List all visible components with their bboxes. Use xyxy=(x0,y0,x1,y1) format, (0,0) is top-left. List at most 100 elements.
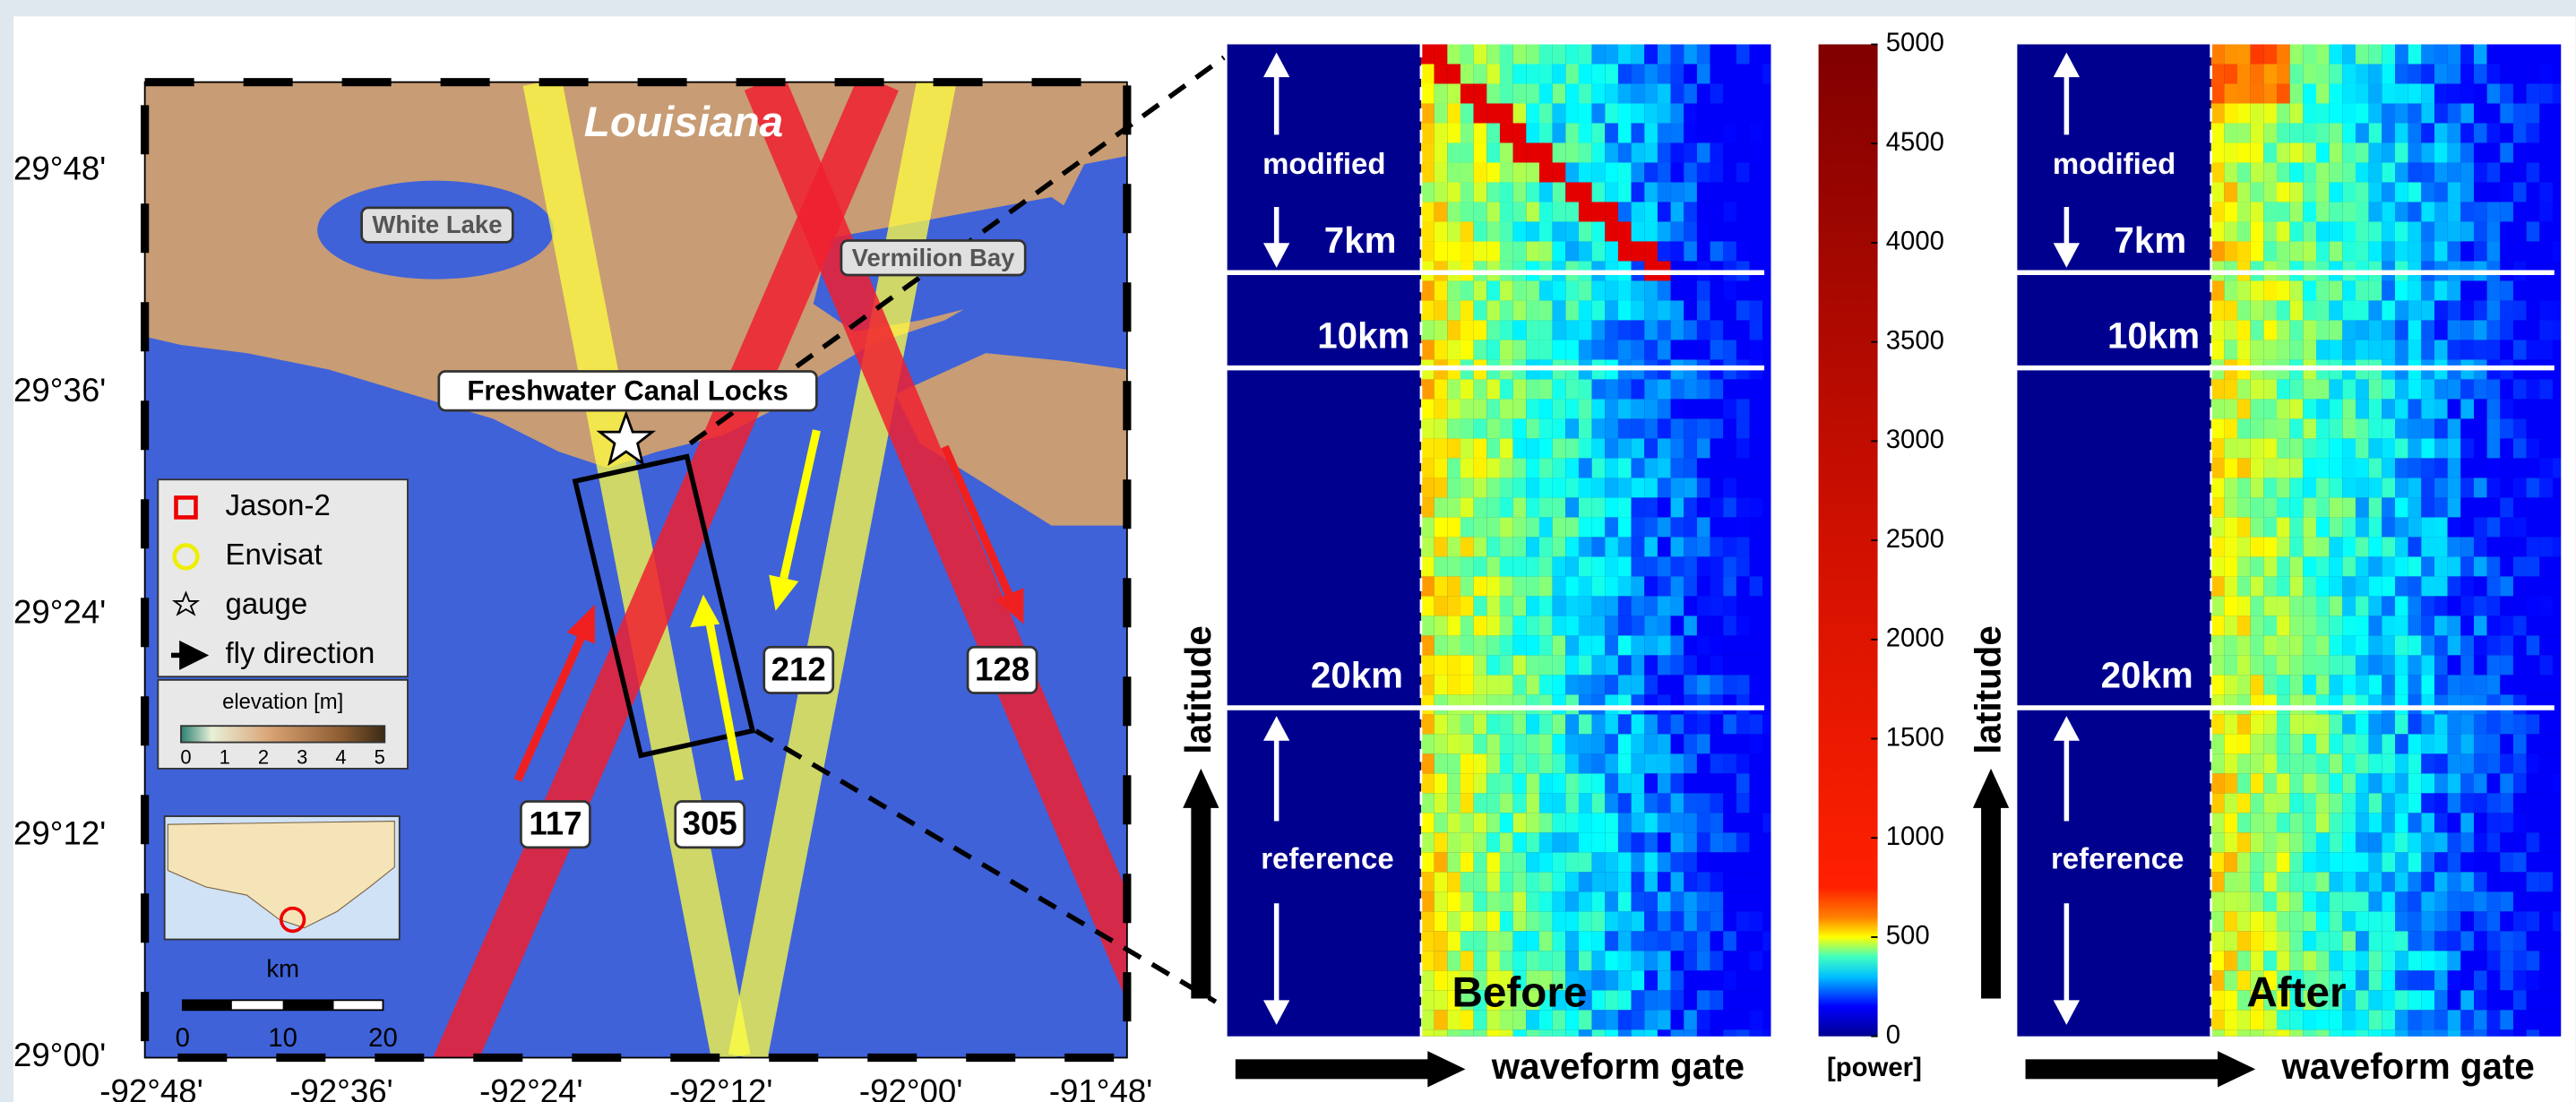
waveform-cell xyxy=(2408,379,2422,399)
waveform-cell xyxy=(2527,438,2540,458)
waveform-cell xyxy=(2382,616,2395,635)
waveform-cell xyxy=(2513,734,2527,753)
waveform-cell xyxy=(2553,537,2561,556)
waveform-cell xyxy=(2224,931,2237,951)
waveform-cell xyxy=(1644,635,1658,655)
waveform-cell xyxy=(1434,399,1448,418)
waveform-cell xyxy=(2474,773,2487,793)
waveform-cell xyxy=(2224,478,2237,497)
waveform-cell xyxy=(2356,182,2369,202)
waveform-cell xyxy=(2224,399,2237,418)
waveform-cell xyxy=(1632,931,1645,951)
waveform-cell xyxy=(1684,1029,1697,1036)
waveform-cell xyxy=(1474,753,1487,773)
waveform-cell xyxy=(2356,418,2369,438)
waveform-cell xyxy=(2500,990,2513,1010)
waveform-cell xyxy=(2237,221,2251,241)
waveform-cell xyxy=(2263,1029,2277,1036)
waveform-cell xyxy=(1592,1010,1606,1029)
waveform-cell xyxy=(1658,852,1671,872)
waveform-cell xyxy=(1697,379,1710,399)
waveform-cell xyxy=(1447,635,1460,655)
waveform-cell xyxy=(1592,891,1606,911)
waveform-cell xyxy=(1632,970,1645,990)
waveform-cell xyxy=(2500,951,2513,970)
waveform-cell xyxy=(2553,379,2561,399)
waveform-cell xyxy=(1513,911,1527,931)
waveform-cell xyxy=(2539,891,2553,911)
waveform-cell xyxy=(1460,832,1474,852)
waveform-cell xyxy=(2303,694,2316,714)
waveform-cell xyxy=(1565,458,1579,478)
waveform-cell xyxy=(1762,83,1770,103)
waveform-cell xyxy=(2460,793,2474,813)
waveform-cell xyxy=(1736,142,1750,162)
waveform-cell xyxy=(2527,556,2540,576)
waveform-cell xyxy=(2434,537,2448,556)
waveform-cell xyxy=(1539,714,1553,734)
waveform-cell xyxy=(2487,1010,2501,1029)
waveform-cell xyxy=(1474,852,1487,872)
waveform-cell xyxy=(2211,182,2225,202)
waveform-cell xyxy=(1500,280,1513,300)
waveform-cell xyxy=(1750,990,1763,1010)
waveform-panel xyxy=(1210,44,1770,1036)
waveform-cell xyxy=(1723,793,1736,813)
waveform-cell xyxy=(2211,537,2225,556)
waveform-cell xyxy=(1474,399,1487,418)
waveform-cell xyxy=(2316,616,2330,635)
waveform-cell xyxy=(1736,931,1750,951)
waveform-cell xyxy=(1421,694,1434,714)
waveform-cell xyxy=(1526,202,1539,221)
waveform-cell xyxy=(2237,83,2251,103)
waveform-cell xyxy=(2342,517,2356,537)
waveform-cell xyxy=(1447,300,1460,320)
waveform-cell xyxy=(1710,103,1724,123)
waveform-cell xyxy=(1697,655,1710,675)
waveform-cell xyxy=(2434,990,2448,1010)
waveform-cell xyxy=(2251,123,2264,142)
waveform-cell xyxy=(1434,813,1448,832)
waveform-cell xyxy=(2251,714,2264,734)
waveform-cell xyxy=(2382,931,2395,951)
waveform-cell xyxy=(2408,142,2422,162)
waveform-cell xyxy=(1486,753,1500,773)
waveform-cell xyxy=(2382,379,2395,399)
waveform-cell xyxy=(1671,340,1684,359)
waveform-cell xyxy=(2316,1029,2330,1036)
waveform-cell xyxy=(2408,891,2422,911)
waveform-cell xyxy=(2513,478,2527,497)
waveform-cell xyxy=(2500,83,2513,103)
waveform-cell xyxy=(2290,221,2304,241)
waveform-cell xyxy=(2500,753,2513,773)
waveform-cell xyxy=(2224,280,2237,300)
waveform-cell xyxy=(2277,596,2290,616)
waveform-cell xyxy=(2408,931,2422,951)
waveform-cell xyxy=(1632,241,1645,261)
waveform-cell xyxy=(1553,576,1566,596)
lon-label: -91°48' xyxy=(1049,1073,1152,1102)
waveform-cell xyxy=(2421,399,2434,418)
waveform-cell xyxy=(1736,300,1750,320)
waveform-cell xyxy=(2277,162,2290,182)
waveform-cell xyxy=(2421,103,2434,123)
waveform-cell xyxy=(1539,596,1553,616)
waveform-cell xyxy=(1605,241,1618,261)
waveform-cell xyxy=(2513,813,2527,832)
waveform-cell xyxy=(1658,931,1671,951)
waveform-cell xyxy=(1710,280,1724,300)
waveform-cell xyxy=(2421,990,2434,1010)
waveform-cell xyxy=(2500,734,2513,753)
waveform-cell xyxy=(1421,438,1434,458)
waveform-cell xyxy=(2434,300,2448,320)
bay-label: Vermilion Bay xyxy=(852,244,1015,271)
waveform-cell xyxy=(2356,655,2369,675)
waveform-cell xyxy=(2251,162,2264,182)
waveform-cell xyxy=(1644,280,1658,300)
waveform-cell xyxy=(1762,635,1770,655)
waveform-cell xyxy=(2474,537,2487,556)
waveform-cell xyxy=(1447,478,1460,497)
waveform-cell xyxy=(1565,340,1579,359)
waveform-cell xyxy=(2237,280,2251,300)
waveform-cell xyxy=(2500,931,2513,951)
